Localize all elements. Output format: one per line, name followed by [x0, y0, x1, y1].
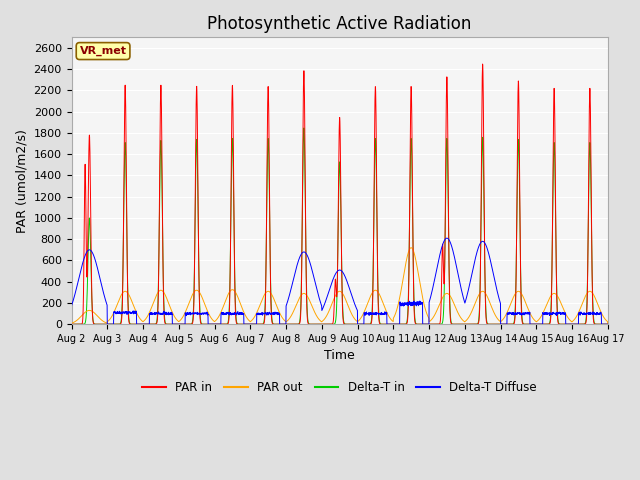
Y-axis label: PAR (umol/m2/s): PAR (umol/m2/s)	[15, 129, 28, 233]
Title: Photosynthetic Active Radiation: Photosynthetic Active Radiation	[207, 15, 472, 33]
Text: VR_met: VR_met	[79, 46, 127, 56]
X-axis label: Time: Time	[324, 349, 355, 362]
Legend: PAR in, PAR out, Delta-T in, Delta-T Diffuse: PAR in, PAR out, Delta-T in, Delta-T Dif…	[138, 376, 541, 398]
